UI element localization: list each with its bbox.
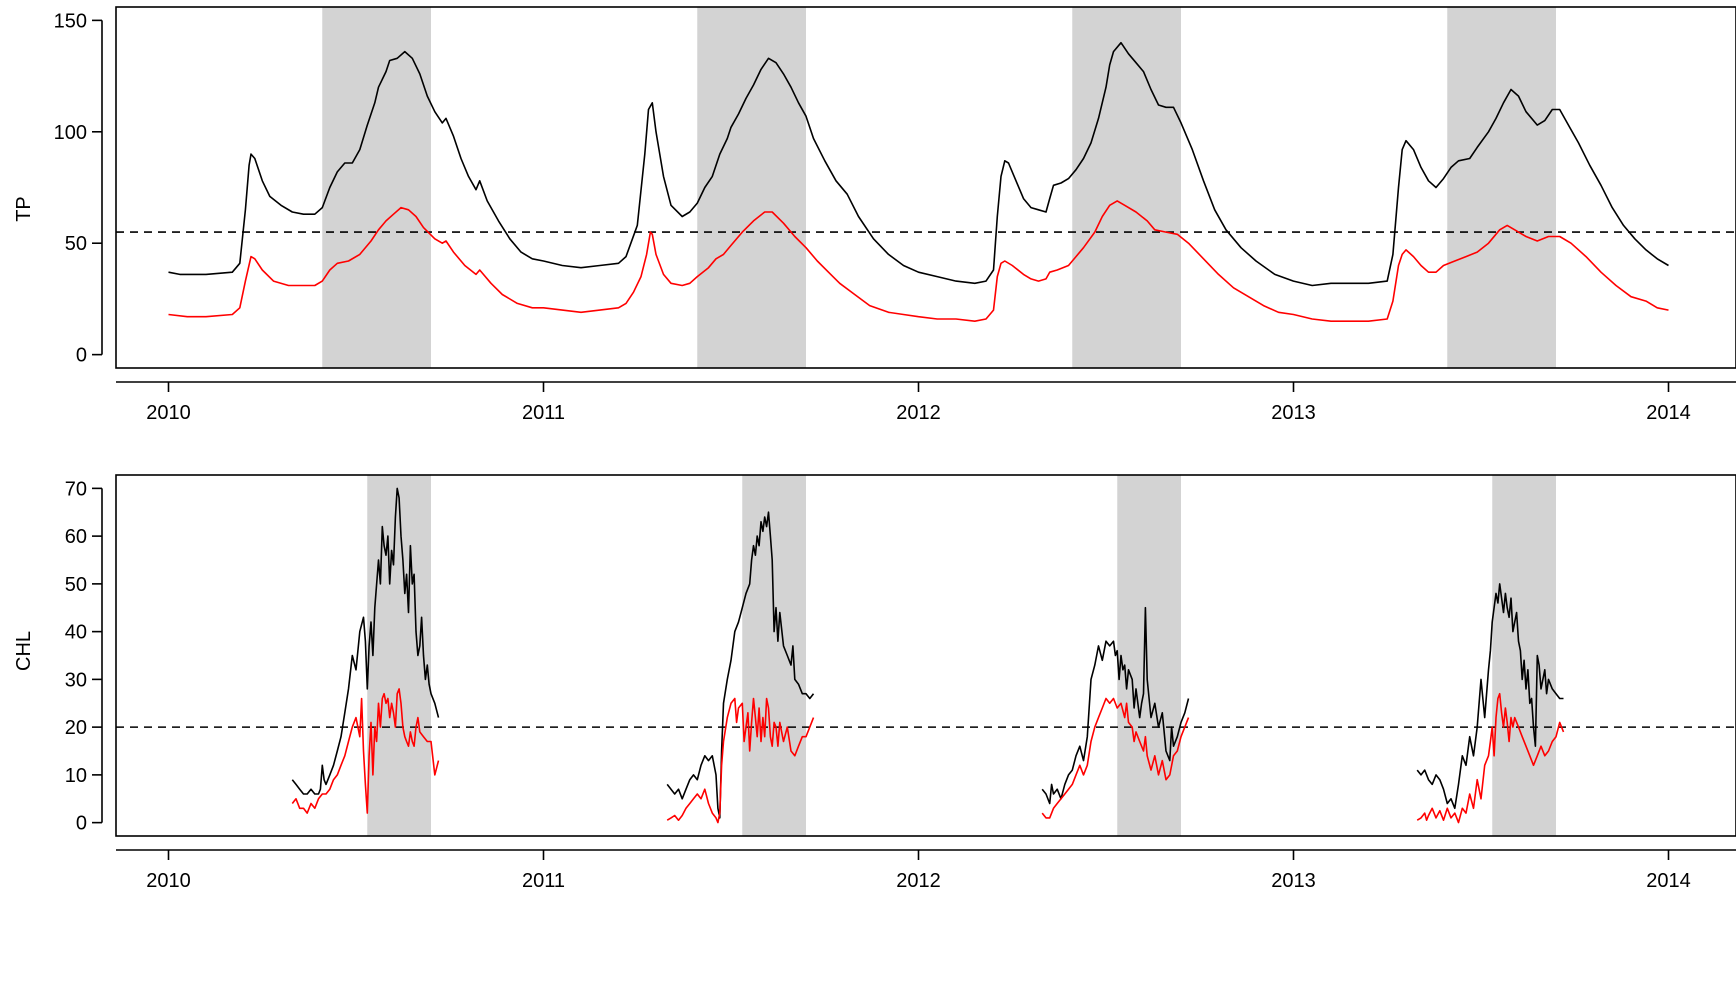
chl-series-black-line-2 [666,511,815,819]
chl-y-axis-title: CHL [13,631,35,671]
tp-x-axis: 2010 2011 2012 2013 2014 [116,381,1736,424]
tp-plot-frame [115,6,1736,369]
chl-y-tick-label-70: 70 [65,478,87,500]
tp-y-tick-label-50: 50 [65,233,87,255]
chl-y-tick-label-20: 20 [65,717,87,739]
chl-panel: 0 10 20 30 40 50 60 70 2010 2011 2012 2013 2014 CHL [13,474,1736,892]
tp-x-tick-label-2012: 2012 [896,402,941,424]
tp-y-tick-label-100: 100 [54,122,87,144]
chl-x-tick-label-2010: 2010 [146,870,191,892]
chl-y-tick-label-0: 0 [76,813,87,835]
tp-shaded-period-1 [322,7,431,368]
chl-x-tick-label-2011: 2011 [522,870,565,892]
chl-series-red-line-3 [1041,697,1190,819]
tp-y-axis-title: TP [13,196,35,222]
chl-x-axis: 2010 2011 2012 2013 2014 [116,849,1736,892]
chl-plot-frame [115,474,1736,837]
chl-shaded-period-4 [1492,475,1556,836]
tp-series-red-line [168,200,1669,322]
tp-x-tick-label-2010: 2010 [146,402,191,424]
tp-shaded-period-2 [697,7,806,368]
chl-series-black-line-4 [1416,583,1564,810]
chl-shading [367,475,1556,836]
chl-series-red-line-1 [291,688,440,814]
chl-series-black-line-1 [291,487,440,795]
tp-y-axis: 0 50 100 150 [54,10,103,367]
tp-x-tick-label-2014: 2014 [1646,402,1691,424]
chl-series-red-line-4 [1416,692,1565,824]
tp-y-tick-label-150: 150 [54,10,87,32]
chl-shaded-period-2 [742,475,806,836]
chl-y-axis: 0 10 20 30 40 50 60 70 [65,478,103,835]
tp-series [168,41,1669,322]
tp-panel: 0 50 100 150 2010 2011 2012 2013 2014 TP [13,6,1736,424]
chl-x-tick-label-2012: 2012 [896,870,941,892]
chl-y-tick-label-10: 10 [65,765,87,787]
tp-shaded-period-4 [1447,7,1556,368]
chl-y-tick-label-60: 60 [65,526,87,548]
tp-y-tick-label-0: 0 [76,345,87,367]
chl-series-red-line-2 [666,697,815,824]
chl-series-black-line-3 [1041,606,1190,805]
chl-x-tick-label-2014: 2014 [1646,870,1691,892]
chl-shaded-period-1 [367,475,431,836]
chl-y-tick-label-50: 50 [65,574,87,596]
chl-shaded-period-3 [1117,475,1181,836]
chl-y-tick-label-30: 30 [65,669,87,691]
chl-x-tick-label-2013: 2013 [1271,870,1316,892]
tp-x-tick-label-2011: 2011 [522,402,565,424]
tp-x-tick-label-2013: 2013 [1271,402,1316,424]
tp-shading [322,7,1556,368]
chl-series [291,487,1565,824]
tp-series-black-line [168,41,1669,287]
tp-shaded-period-3 [1072,7,1181,368]
chl-y-tick-label-40: 40 [65,622,87,644]
